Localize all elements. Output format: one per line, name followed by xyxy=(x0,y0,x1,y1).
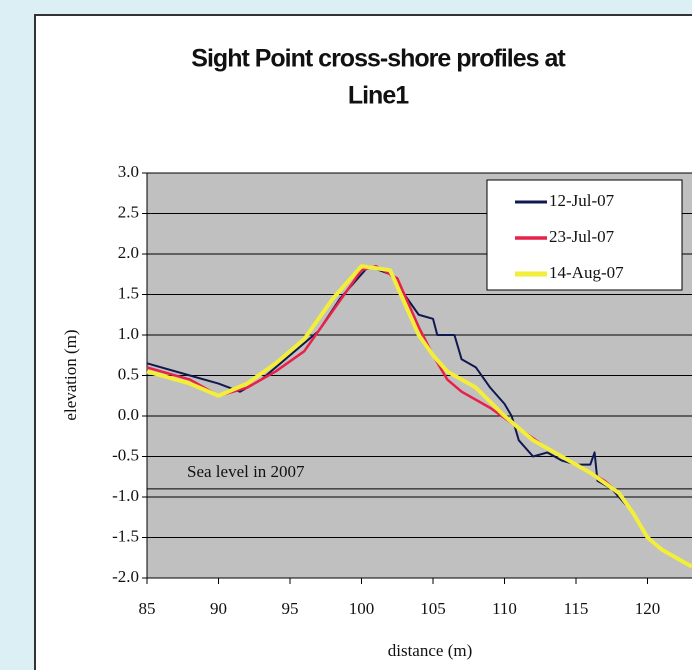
series-line xyxy=(146,264,692,568)
chart-title: Sight Point cross-shore profiles at xyxy=(191,45,566,73)
x-tick-label: 100 xyxy=(349,599,375,618)
x-tick-label: 85 xyxy=(139,599,156,618)
y-tick-label: 2.0 xyxy=(118,243,139,262)
legend-label: 23-Jul-07 xyxy=(549,227,615,246)
x-axis-label: distance (m) xyxy=(388,641,473,660)
y-tick-label: 1.0 xyxy=(118,324,139,343)
annotation: Sea level in 2007 xyxy=(187,462,305,481)
x-tick-label: 110 xyxy=(492,599,517,618)
y-tick-label: -0.5 xyxy=(112,445,139,464)
legend-label: 12-Jul-07 xyxy=(549,191,615,210)
x-tick-label: 120 xyxy=(635,599,661,618)
y-tick-label: 2.5 xyxy=(118,202,139,221)
y-tick-label: 1.5 xyxy=(118,283,139,302)
y-tick-label: 3.0 xyxy=(118,162,139,181)
y-tick-label: -1.0 xyxy=(112,486,139,505)
y-tick-label: 0.0 xyxy=(118,405,139,424)
x-tick-label: 115 xyxy=(564,599,589,618)
y-axis-label: elevation (m) xyxy=(61,329,80,420)
chart-title: Line1 xyxy=(348,82,409,110)
x-tick-label: 95 xyxy=(282,599,299,618)
x-tick-label: 105 xyxy=(420,599,446,618)
y-tick-label: -1.5 xyxy=(112,526,139,545)
y-tick-label: 0.5 xyxy=(118,364,139,383)
x-tick-label: 90 xyxy=(210,599,227,618)
legend-label: 14-Aug-07 xyxy=(549,263,624,282)
y-tick-label: -2.0 xyxy=(112,567,139,586)
